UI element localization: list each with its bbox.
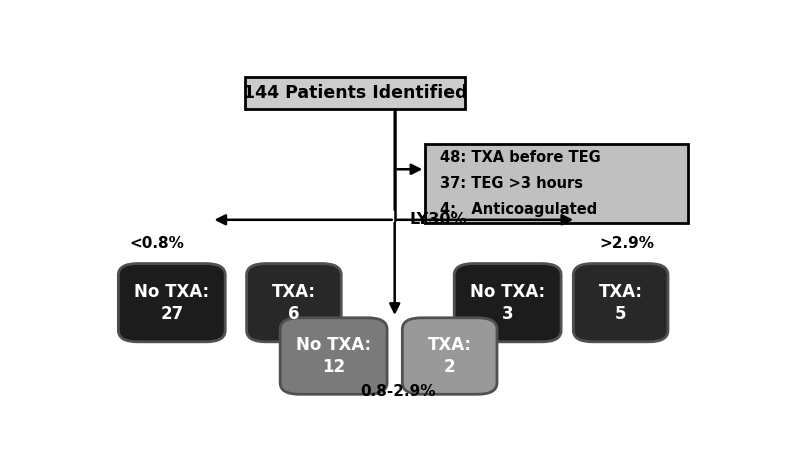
Text: TXA:
6: TXA: 6 [272,283,316,323]
Text: No TXA:
27: No TXA: 27 [134,283,210,323]
FancyBboxPatch shape [574,263,668,342]
Text: TXA:
2: TXA: 2 [428,336,472,376]
FancyBboxPatch shape [403,318,497,394]
Text: LY30%: LY30% [410,213,467,227]
Text: 144 Patients Identified: 144 Patients Identified [243,84,467,102]
FancyBboxPatch shape [118,263,225,342]
Text: TXA:
5: TXA: 5 [599,283,643,323]
Text: <0.8%: <0.8% [129,237,184,251]
FancyBboxPatch shape [454,263,561,342]
FancyBboxPatch shape [247,263,341,342]
Text: >2.9%: >2.9% [599,237,654,251]
FancyBboxPatch shape [426,144,688,223]
Text: 48: TXA before TEG: 48: TXA before TEG [440,150,601,165]
Text: 4:   Anticoagulated: 4: Anticoagulated [440,202,598,217]
Text: No TXA:
12: No TXA: 12 [296,336,371,376]
Text: No TXA:
3: No TXA: 3 [470,283,545,323]
Text: 37: TEG >3 hours: 37: TEG >3 hours [440,176,583,191]
FancyBboxPatch shape [245,77,465,109]
Text: 0.8-2.9%: 0.8-2.9% [360,384,436,399]
FancyBboxPatch shape [281,318,387,394]
